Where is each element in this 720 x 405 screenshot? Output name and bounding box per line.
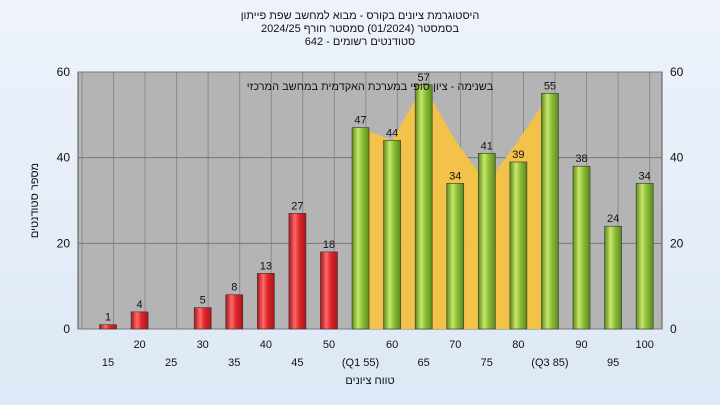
title-line-2: בסמסטר (01/2024) סמסטר חורף 2024/25 [260, 23, 460, 35]
bar-65 [414, 84, 433, 330]
bar-60 [383, 140, 401, 330]
x-tick-80: 80 [512, 339, 524, 351]
x-tick-85: (Q3 85) [531, 357, 568, 369]
x-tick-70: 70 [449, 339, 461, 351]
x-tick-95: 95 [607, 357, 619, 369]
bar-label-45: 27 [291, 200, 303, 212]
bar-90 [572, 165, 591, 330]
y-tick-left-0: 0 [63, 322, 70, 336]
bar-label-70: 34 [449, 170, 461, 182]
bar-label-15: 1 [105, 312, 111, 324]
bar-label-80: 39 [512, 149, 524, 161]
x-tick-45: 45 [291, 357, 303, 369]
bar-label-85: 55 [544, 80, 556, 92]
bar-label-60: 44 [386, 128, 398, 140]
y-tick-right-20: 20 [670, 236, 684, 250]
y-tick-left-60: 60 [57, 65, 71, 79]
x-tick-30: 30 [197, 339, 209, 351]
bar-label-65: 57 [418, 72, 430, 84]
y-tick-right-60: 60 [670, 65, 684, 79]
bar-35 [225, 294, 244, 330]
bar-label-50: 18 [323, 239, 335, 251]
x-tick-35: 35 [228, 357, 240, 369]
x-tick-55: (Q1 55) [342, 357, 379, 369]
x-tick-50: 50 [323, 339, 335, 351]
bar-label-40: 13 [260, 260, 272, 272]
y-tick-right-40: 40 [670, 151, 684, 165]
bar-label-35: 8 [231, 282, 237, 294]
x-tick-75: 75 [481, 357, 493, 369]
x-tick-20: 20 [133, 339, 145, 351]
bar-55 [351, 127, 370, 330]
bar-label-90: 38 [575, 153, 587, 165]
y-tick-right-0: 0 [670, 322, 677, 336]
bar-label-95: 24 [607, 213, 619, 225]
x-tick-100: 100 [635, 339, 653, 351]
bar-75 [478, 153, 496, 330]
bar-50 [320, 251, 338, 330]
bar-40 [257, 273, 275, 330]
y-tick-left-40: 40 [57, 151, 71, 165]
x-axis-title: טווח ציונים [345, 375, 394, 387]
bar-label-20: 4 [137, 299, 143, 311]
bar-85 [541, 93, 559, 330]
x-tick-25: 25 [165, 357, 177, 369]
bar-70 [446, 183, 465, 330]
bar-95 [604, 225, 622, 330]
bar-30 [193, 307, 212, 330]
bar-15 [99, 324, 117, 330]
title-line-3: סטודנטים רשומים - 642 [304, 36, 416, 48]
bar-100 [635, 183, 654, 330]
chart-annotation: בשנימה - ציון סופי במערכת האקדמית במחשב … [247, 81, 494, 93]
x-tick-65: 65 [418, 357, 430, 369]
bar-20 [130, 311, 149, 330]
y-tick-left-20: 20 [57, 236, 71, 250]
bar-45 [288, 213, 307, 330]
chart-title: היסטוגרמת ציונים בקורס - מבוא למחשב שפת … [0, 10, 720, 49]
x-tick-40: 40 [260, 339, 272, 351]
bar-label-100: 34 [639, 170, 651, 182]
x-tick-60: 60 [386, 339, 398, 351]
y-axis-title: מספר סטודנטים [29, 163, 41, 238]
x-tick-15: 15 [102, 357, 114, 369]
bar-label-55: 47 [354, 115, 366, 127]
bar-label-30: 5 [200, 295, 206, 307]
title-line-1: היסטוגרמת ציונים בקורס - מבוא למחשב שפת … [240, 10, 480, 22]
bar-80 [509, 161, 528, 330]
x-tick-90: 90 [575, 339, 587, 351]
bar-label-75: 41 [481, 140, 493, 152]
